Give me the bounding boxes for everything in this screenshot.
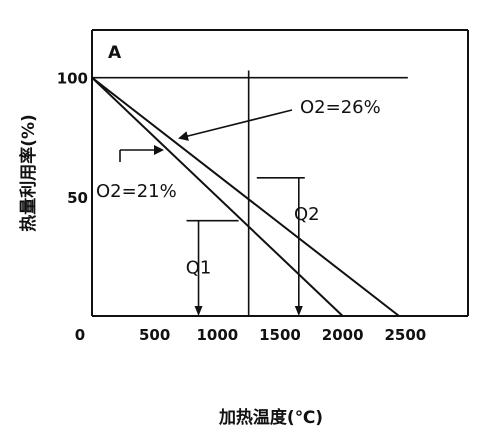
q1-annotation: Q1 — [186, 219, 239, 316]
q2-annotation: Q2 — [256, 176, 320, 316]
x-tick-label: 500 — [139, 326, 170, 344]
x-tick-label: 2500 — [384, 326, 426, 344]
series-label-o2-21-arrow — [119, 145, 164, 162]
q2-arrowhead — [294, 306, 303, 316]
y-tick-label: 50 — [67, 189, 88, 207]
series-line-o2-21 — [91, 76, 344, 317]
q1-label: Q1 — [186, 258, 212, 279]
y-axis-title: 热量利用率(%) — [18, 114, 39, 232]
x-tick-label: 2000 — [322, 326, 364, 344]
y-tick-labels: 50 100 — [57, 70, 88, 207]
plot-frame — [91, 29, 469, 317]
series-label-o2-21: O2=21% — [96, 181, 177, 202]
q1-arrowhead — [194, 306, 203, 316]
series-label-o2-26-arrow — [178, 109, 293, 141]
series-label-o2-26: O2=26% — [300, 97, 381, 118]
x-tick-labels: 0 500 1000 1500 2000 2500 — [75, 326, 426, 344]
q2-label: Q2 — [294, 204, 320, 225]
x-axis-title: 加热温度(℃) — [218, 407, 323, 428]
x-tick-label: 0 — [75, 326, 85, 344]
panel-label: A — [108, 43, 122, 63]
series-line-o2-26 — [91, 76, 400, 317]
y-tick-label: 100 — [57, 70, 88, 88]
x-tick-label: 1500 — [259, 326, 301, 344]
x-tick-label: 1000 — [196, 326, 238, 344]
